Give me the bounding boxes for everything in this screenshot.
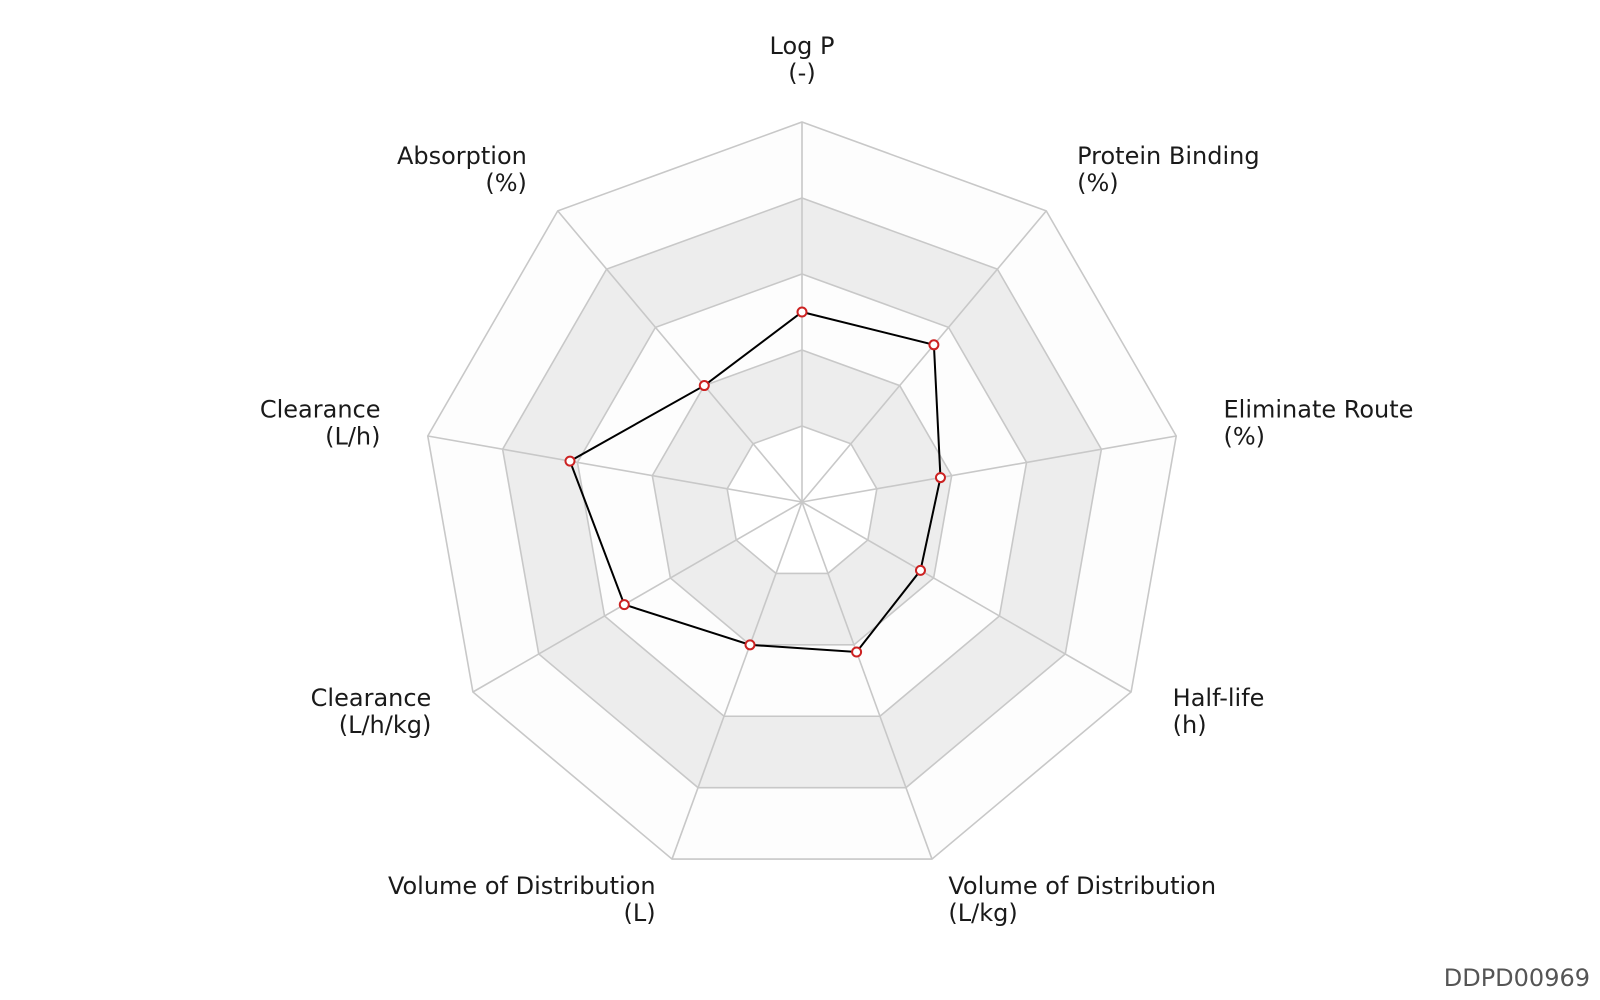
data-point-6	[618, 599, 630, 611]
axis-label-0: Log P(-)	[770, 32, 835, 87]
axis-name-7: Clearance	[260, 396, 381, 424]
axis-label-6: Clearance(L/h/kg)	[311, 684, 432, 739]
axis-label-7: Clearance(L/h)	[260, 396, 381, 451]
axis-name-2: Eliminate Route	[1223, 396, 1413, 424]
axis-unit-5: (L)	[624, 899, 656, 927]
axis-name-0: Log P	[770, 32, 835, 60]
data-point-3	[914, 564, 926, 576]
axis-label-1: Protein Binding(%)	[1077, 142, 1259, 197]
data-point-7	[564, 455, 576, 467]
axis-label-5: Volume of Distribution(L)	[388, 872, 656, 927]
axis-label-8: Absorption(%)	[397, 142, 527, 197]
axis-name-4: Volume of Distribution	[948, 872, 1216, 900]
axis-label-4: Volume of Distribution(L/kg)	[948, 872, 1216, 927]
axis-name-6: Clearance	[311, 684, 432, 712]
axis-unit-0: (-)	[788, 59, 815, 87]
axis-spoke-5	[671, 501, 803, 860]
axis-spoke-1	[801, 210, 1047, 503]
data-point-1	[928, 339, 940, 351]
data-point-5	[744, 639, 756, 651]
series-line-0	[568, 310, 942, 654]
axis-spoke-2	[801, 435, 1177, 503]
record-id: DDPD00969	[1443, 964, 1590, 992]
axis-unit-6: (L/h/kg)	[339, 711, 432, 739]
axis-unit-3: (h)	[1173, 711, 1207, 739]
data-point-0	[796, 306, 808, 318]
axis-label-3: Half-life(h)	[1173, 684, 1265, 739]
axis-unit-2: (%)	[1223, 423, 1265, 451]
axis-spoke-8	[557, 210, 803, 503]
data-point-2	[934, 472, 946, 484]
axis-unit-7: (L/h)	[325, 423, 380, 451]
axis-spoke-3	[801, 501, 1132, 693]
radar-series	[564, 306, 946, 658]
data-point-4	[851, 646, 863, 658]
axis-spoke-4	[801, 501, 933, 860]
axis-spoke-6	[472, 501, 803, 693]
axis-name-5: Volume of Distribution	[388, 872, 656, 900]
axis-name-1: Protein Binding	[1077, 142, 1259, 170]
data-point-8	[698, 380, 710, 392]
axis-unit-1: (%)	[1077, 169, 1119, 197]
axis-name-8: Absorption	[397, 142, 527, 170]
axis-labels: Log P(-)Protein Binding(%)Eliminate Rout…	[260, 32, 1414, 927]
axis-name-3: Half-life	[1173, 684, 1265, 712]
axis-unit-4: (L/kg)	[948, 899, 1017, 927]
axis-unit-8: (%)	[485, 169, 527, 197]
axis-spoke-7	[427, 435, 803, 503]
axis-label-2: Eliminate Route(%)	[1223, 396, 1413, 451]
